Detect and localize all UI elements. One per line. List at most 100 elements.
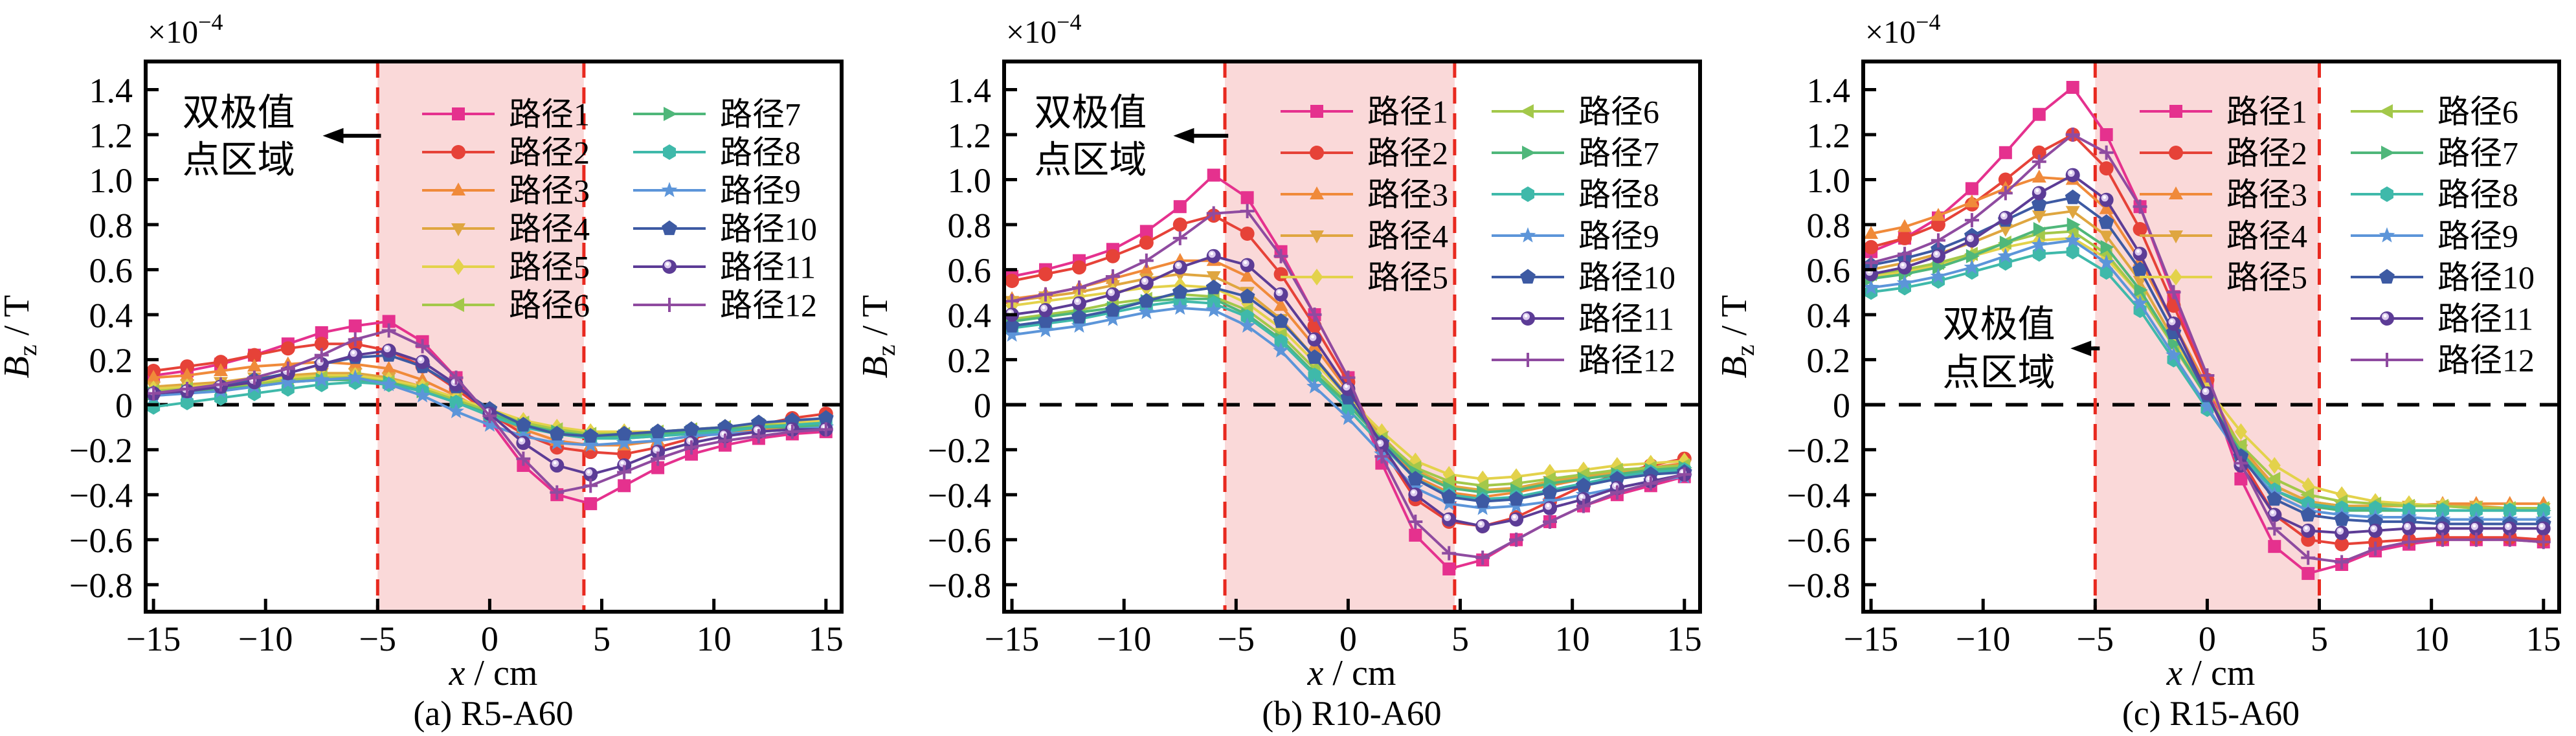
x-tick-label: −10 [1097, 619, 1151, 658]
x-axis-title: x / cm [2166, 653, 2255, 693]
legend-label: 路径6 [1578, 94, 1659, 130]
legend-item-路径2: 路径2 [1281, 135, 1448, 172]
panel-caption: (c) R15-A60 [2122, 694, 2299, 733]
axis-scale-label: ×10−4 [1865, 9, 1940, 50]
plot-frame [143, 60, 844, 614]
x-tick-label: 15 [2526, 619, 2560, 658]
legend-label: 路径12 [720, 287, 817, 324]
legend-item-路径3: 路径3 [2139, 177, 2307, 213]
y-tick-label: 0.8 [1806, 206, 1850, 245]
legend-item-路径4: 路径4 [2139, 218, 2307, 254]
legend-item-路径7: 路径7 [2350, 135, 2518, 172]
x-tick-label: −15 [1844, 619, 1898, 658]
legend-label: 路径1 [509, 96, 590, 133]
x-tick-label: 10 [2414, 619, 2448, 658]
x-tick-label: 5 [593, 619, 610, 658]
y-tick-label: −0.4 [69, 476, 133, 515]
legend-label: 路径4 [2226, 218, 2307, 254]
chart-panel-a: −15 −10 −5 0 5 10 15 −0.8 −0.6 −0.4 −0.2 0 0.2 0.4 0.6… [0, 0, 858, 736]
legend-label: 路径9 [2437, 218, 2518, 254]
y-tick-label: 0.4 [89, 296, 133, 335]
legend-item-路径4: 路径4 [1281, 218, 1448, 254]
legend-item-路径3: 路径3 [421, 173, 590, 209]
legend-label: 路径5 [2226, 260, 2307, 296]
y-tick-label: 0.8 [89, 206, 133, 245]
x-tick-label: −10 [238, 619, 293, 658]
y-tick-label: −0.4 [1787, 476, 1850, 515]
y-tick-label: 0.6 [89, 251, 133, 290]
legend-label: 路径10 [2437, 260, 2535, 296]
y-tick-label: 0.8 [948, 206, 991, 245]
axis-scale-label: ×10−4 [148, 9, 223, 50]
legend-label: 路径3 [509, 173, 590, 209]
y-tick-label: 1.2 [89, 116, 133, 155]
x-tick-label: −5 [1218, 619, 1255, 658]
legend-label: 路径6 [2437, 94, 2518, 130]
panel-caption: (a) R5-A60 [413, 694, 573, 733]
series-路径12 [1005, 204, 1692, 565]
series-路径12 [146, 323, 833, 500]
annotation-arrow-head [322, 128, 344, 144]
chart-a: −15 −10 −5 0 5 10 15 −0.8 −0.6 −0.4 −0.2 0 0.2 0.4 0.6… [0, 9, 844, 733]
y-axis: −0.8 −0.6 −0.4 −0.2 0 0.2 0.4 0.6 0.8 1.0 1.2 1.4 [1787, 71, 1876, 605]
legend-label: 路径8 [720, 135, 801, 171]
legend-label: 路径7 [720, 96, 801, 133]
legend-item-路径9: 路径9 [2350, 218, 2518, 254]
legend-label: 路径4 [1367, 218, 1448, 254]
y-tick-label: −0.6 [69, 521, 133, 560]
legend-label: 路径4 [509, 211, 590, 247]
legend-label: 路径9 [720, 173, 801, 209]
annotation-line1: 双极值 [1035, 92, 1147, 134]
legend-label: 路径10 [1578, 260, 1675, 296]
legend-label: 路径7 [1578, 135, 1659, 172]
x-tick-label: −5 [2076, 619, 2113, 658]
y-tick-label: 1.0 [1806, 161, 1850, 200]
legend-item-路径9: 路径9 [1492, 218, 1659, 254]
legend-item-路径5: 路径5 [1281, 260, 1448, 296]
legend-label: 路径11 [2437, 301, 2533, 337]
x-axis: −15 −10 −5 0 5 10 15 [985, 598, 1702, 658]
legend-label: 路径1 [2226, 94, 2307, 130]
x-tick-label: 15 [809, 619, 844, 658]
legend-item-路径8: 路径8 [1492, 177, 1659, 213]
legend-item-路径11: 路径11 [1492, 301, 1674, 337]
legend-item-路径1: 路径1 [2139, 94, 2307, 130]
y-tick-label: 0 [115, 386, 133, 425]
x-tick-label: 5 [2311, 619, 2328, 658]
y-tick-label: −0.2 [928, 431, 991, 470]
plot-frame [1002, 60, 1703, 614]
x-tick-label: 0 [1339, 619, 1357, 658]
x-tick-label: −15 [985, 619, 1039, 658]
legend-item-路径10: 路径10 [633, 211, 817, 247]
y-tick-label: 1.4 [1806, 71, 1850, 110]
legend-label: 路径2 [1367, 135, 1448, 172]
x-tick-label: 10 [1555, 619, 1590, 658]
x-axis-title: x / cm [449, 653, 538, 693]
legend-label: 路径3 [1367, 177, 1448, 213]
legend-item-路径3: 路径3 [1281, 177, 1448, 213]
y-tick-label: 1.2 [948, 116, 991, 155]
legend-item-路径7: 路径7 [1492, 135, 1659, 172]
y-tick-label: −0.2 [1787, 431, 1850, 470]
y-tick-label: 0.2 [1806, 341, 1850, 380]
legend-label: 路径12 [2437, 342, 2535, 379]
plot-frame [1861, 60, 2561, 614]
annotation-arrow-head [2070, 340, 2091, 357]
legend-label: 路径2 [509, 135, 590, 171]
legend-item-路径2: 路径2 [421, 135, 590, 171]
y-tick-label: 1.0 [89, 161, 133, 200]
legend-item-路径6: 路径6 [1492, 94, 1659, 130]
x-tick-label: −15 [126, 619, 181, 658]
legend-item-路径4: 路径4 [421, 211, 590, 247]
y-tick-label: −0.6 [928, 521, 991, 560]
legend-label: 路径7 [2437, 135, 2518, 172]
x-axis: −15 −10 −5 0 5 10 15 [126, 598, 844, 658]
legend-item-路径12: 路径12 [1492, 342, 1675, 379]
legend-label: 路径11 [720, 249, 816, 285]
